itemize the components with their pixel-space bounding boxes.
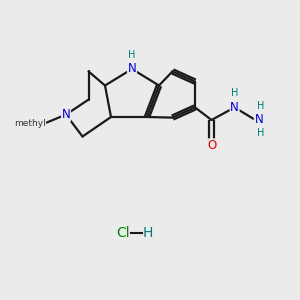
Text: N: N xyxy=(61,108,70,121)
Text: methyl: methyl xyxy=(14,118,46,127)
Text: N: N xyxy=(230,101,239,114)
Text: N: N xyxy=(254,113,263,126)
Text: H: H xyxy=(257,101,265,111)
Text: H: H xyxy=(231,88,238,98)
Text: H: H xyxy=(143,226,153,240)
Text: Cl: Cl xyxy=(116,226,130,240)
Text: O: O xyxy=(207,139,216,152)
Text: H: H xyxy=(128,50,136,60)
Text: N: N xyxy=(128,62,136,76)
Text: H: H xyxy=(257,128,265,138)
